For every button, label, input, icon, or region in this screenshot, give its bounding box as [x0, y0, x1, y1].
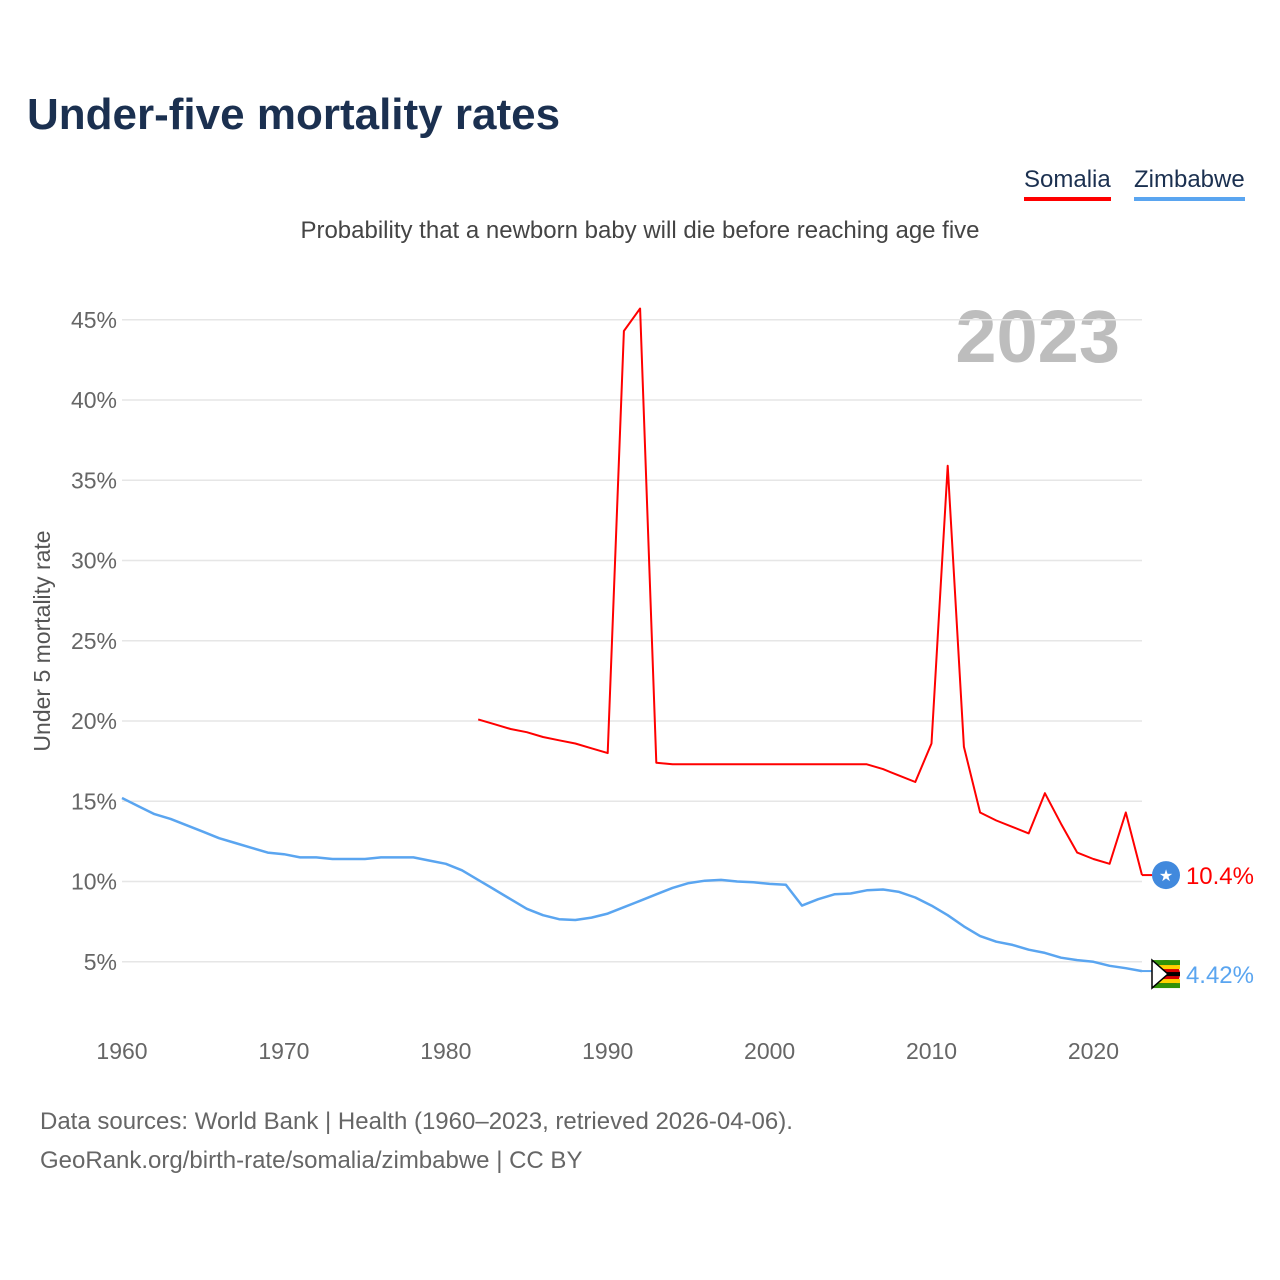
flag-stripe — [1152, 960, 1180, 966]
year-badge: 2023 — [955, 295, 1120, 378]
x-tick-label: 2010 — [906, 1038, 957, 1064]
y-tick-label: 15% — [71, 788, 117, 814]
somalia-flag-icon — [1152, 861, 1180, 890]
y-tick-label: 25% — [71, 628, 117, 654]
y-tick-label: 35% — [71, 467, 117, 493]
flag-stripe — [1152, 965, 1180, 970]
x-tick-label: 2020 — [1068, 1038, 1119, 1064]
end-value-label: 10.4% — [1186, 863, 1254, 890]
x-tick-label: 2000 — [744, 1038, 795, 1064]
flag-stripe — [1152, 979, 1180, 984]
star-icon: ★ — [1159, 868, 1173, 885]
y-tick-label: 40% — [71, 387, 117, 413]
end-value-label: 4.42% — [1186, 962, 1254, 989]
chart-subtitle: Probability that a newborn baby will die… — [300, 217, 980, 244]
footer-link[interactable]: GeoRank.org/birth-rate/somalia/zimbabwe … — [40, 1147, 583, 1174]
y-axis-label: Under 5 mortality rate — [29, 530, 55, 751]
x-tick-label: 1990 — [582, 1038, 633, 1064]
y-tick-label: 20% — [71, 708, 117, 734]
series-line-zimbabwe — [121, 796, 1143, 973]
flag-stripe — [1152, 983, 1180, 989]
y-tick-label: 45% — [71, 307, 117, 333]
y-tick-label: 10% — [71, 869, 117, 895]
footer-sources: Data sources: World Bank | Health (1960–… — [40, 1108, 793, 1135]
series-line-somalia — [477, 307, 1143, 876]
legend-somalia[interactable]: Somalia — [1024, 166, 1111, 201]
x-tick-label: 1960 — [96, 1038, 147, 1064]
x-tick-label: 1970 — [258, 1038, 309, 1064]
y-tick-label: 30% — [71, 548, 117, 574]
page-title: Under-five mortality rates — [27, 90, 561, 139]
flag-triangle — [1151, 958, 1170, 990]
x-tick-label: 1980 — [420, 1038, 471, 1064]
y-tick-label: 5% — [84, 949, 117, 975]
legend-zimbabwe[interactable]: Zimbabwe — [1134, 166, 1245, 201]
